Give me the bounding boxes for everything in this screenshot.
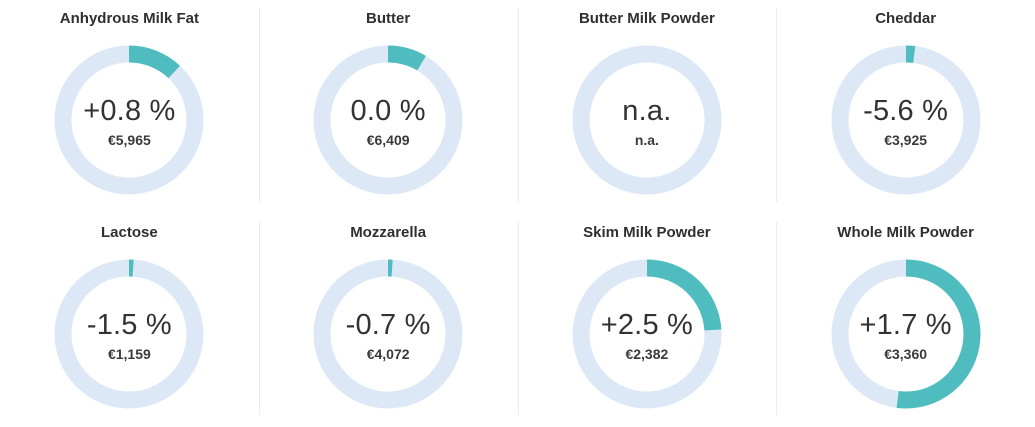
- donut-arc: [831, 45, 981, 195]
- percent-change: 0.0 %: [350, 95, 426, 127]
- donut-track: [572, 45, 722, 195]
- donut-center: +2.5 % €2,382: [571, 258, 723, 410]
- card-whole-milk-powder: Whole Milk Powder +1.7 % €3,360: [776, 214, 1035, 427]
- card-butter-milk-powder: Butter Milk Powder n.a. n.a.: [517, 0, 777, 214]
- donut-svg: [54, 45, 204, 195]
- card-title: Butter Milk Powder: [578, 10, 715, 27]
- donut-chart: -5.6 % €3,925: [830, 44, 982, 196]
- donut-arc: [313, 259, 463, 408]
- card-butter: Butter 0.0 % €6,409: [258, 0, 518, 214]
- card-lactose: Lactose -1.5 % €1,159: [0, 214, 259, 427]
- donut-chart: -1.5 % €1,159: [53, 258, 205, 410]
- card-title: Mozzarella: [350, 223, 427, 241]
- percent-change: +1.7 %: [859, 308, 952, 341]
- percent-change: n.a.: [622, 95, 672, 127]
- percent-change: -5.6 %: [863, 95, 949, 127]
- card-title: Butter: [366, 10, 411, 27]
- donut-chart: 0.0 % €6,409: [312, 44, 464, 196]
- card-title: Cheddar: [875, 10, 937, 27]
- card-title: Lactose: [101, 223, 158, 241]
- donut-svg: [572, 45, 722, 195]
- donut-center: n.a. n.a.: [571, 44, 723, 196]
- donut-center: +1.7 % €3,360: [830, 258, 982, 410]
- percent-change: -0.7 %: [345, 308, 431, 341]
- percent-change: -1.5 %: [86, 308, 172, 341]
- donut-chart: +1.7 % €3,360: [830, 258, 982, 410]
- donut-svg: [572, 259, 722, 408]
- price-value: €3,360: [884, 345, 928, 362]
- donut-svg: [831, 45, 981, 195]
- donut-svg: [54, 259, 204, 408]
- donut-arc: [54, 45, 204, 195]
- card-mozzarella: Mozzarella -0.7 % €4,072: [258, 214, 518, 427]
- donut-center: 0.0 % €6,409: [312, 44, 464, 196]
- card-title: Whole Milk Powder: [837, 223, 974, 241]
- donut-svg: [313, 45, 463, 195]
- price-value: €6,409: [366, 132, 410, 148]
- donut-chart: n.a. n.a.: [571, 44, 723, 196]
- card-title: Anhydrous Milk Fat: [59, 10, 199, 27]
- donut-center: -0.7 % €4,072: [312, 258, 464, 410]
- percent-change: +0.8 %: [83, 95, 176, 127]
- donut-arc: [831, 259, 981, 408]
- donut-center: +0.8 % €5,965: [53, 44, 205, 196]
- donut-svg: [831, 259, 981, 408]
- donut-chart: +0.8 % €5,965: [53, 44, 205, 196]
- price-value: n.a.: [634, 132, 659, 148]
- donut-chart: -0.7 % €4,072: [312, 258, 464, 410]
- donut-center: -5.6 % €3,925: [830, 44, 982, 196]
- card-cheddar: Cheddar -5.6 % €3,925: [776, 0, 1035, 214]
- donut-svg: [313, 259, 463, 408]
- card-skim-milk-powder: Skim Milk Powder +2.5 % €2,382: [517, 214, 777, 427]
- donut-arc: [313, 45, 463, 195]
- card-anhydrous-milk-fat: Anhydrous Milk Fat +0.8 % €5,965: [0, 0, 259, 214]
- donut-arc: [54, 259, 204, 408]
- donut-chart: +2.5 % €2,382: [571, 258, 723, 410]
- price-value: €5,965: [107, 132, 151, 148]
- price-value: €2,382: [625, 345, 669, 362]
- donut-arc: [572, 259, 722, 408]
- price-value: €4,072: [366, 345, 410, 362]
- price-value: €3,925: [884, 132, 928, 148]
- donut-center: -1.5 % €1,159: [53, 258, 205, 410]
- price-value: €1,159: [107, 345, 151, 362]
- card-title: Skim Milk Powder: [583, 223, 711, 241]
- percent-change: +2.5 %: [600, 308, 694, 341]
